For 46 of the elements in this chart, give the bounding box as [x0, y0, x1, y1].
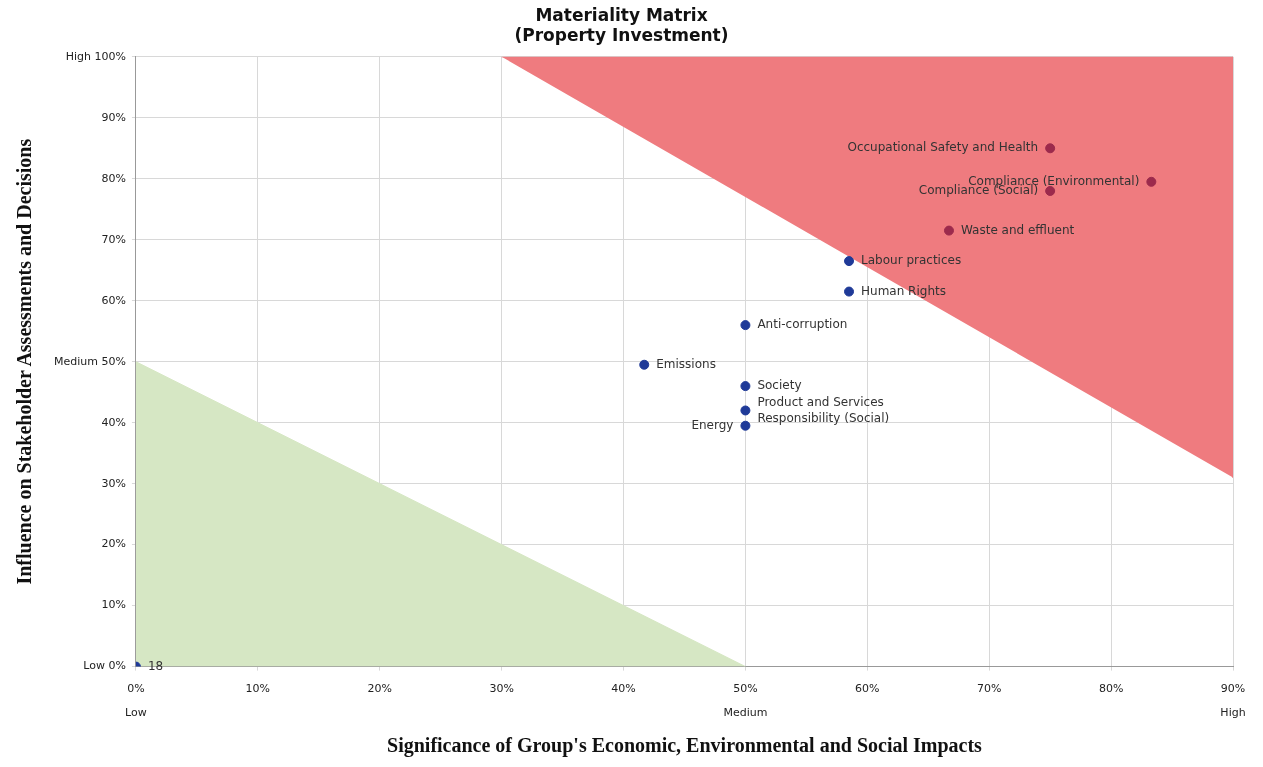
x-tick-label: 20% — [367, 681, 392, 695]
annotation: Energy — [691, 417, 734, 432]
x-tick-label: 30% — [489, 681, 514, 695]
point — [740, 420, 751, 431]
x-tick-label: 10% — [245, 681, 271, 695]
y-tick-label: Medium 50% — [53, 354, 126, 368]
x-tick-label: 50% Medium — [723, 681, 768, 719]
y-tick-label: 80% — [101, 171, 126, 185]
annotation: Anti-corruption — [757, 317, 848, 332]
y-tick-label: 90% — [101, 110, 126, 124]
x-tick-label: 0% Low — [125, 681, 147, 719]
y-tick-label: High 100% — [65, 49, 126, 63]
annotation: Occupational Safety and Health — [847, 140, 1039, 155]
y-tick-label: 40% — [101, 415, 126, 429]
point — [844, 256, 855, 267]
annotation: 18 — [147, 658, 164, 673]
annotation: Product and Services Responsibility (Social) — [757, 394, 890, 425]
point — [943, 225, 954, 236]
x-tick-label: 90% High — [1220, 681, 1246, 719]
point — [1045, 143, 1056, 154]
x-axis-title: Significance of Group's Economic, Environmental and Social Impacts — [387, 734, 983, 758]
chart-title: Materiality Matrix — [535, 4, 708, 25]
y-tick-label: 70% — [101, 232, 126, 246]
point — [639, 359, 650, 370]
point — [844, 286, 855, 297]
x-tick-label: 70% — [976, 681, 1002, 695]
point — [1045, 185, 1056, 196]
x-tick-label: 40% — [611, 681, 636, 695]
point — [740, 405, 751, 416]
annotation: Labour practices — [861, 253, 962, 268]
point — [1146, 176, 1157, 187]
y-tick-label: 30% — [101, 476, 126, 490]
annotation: Human Rights — [861, 283, 946, 298]
point — [740, 381, 751, 392]
y-tick-label: 10% — [101, 598, 126, 612]
y-tick-label: 20% — [101, 537, 126, 551]
y-axis-title: Influence on Stakeholder Assessments and Decisions — [13, 138, 36, 585]
annotation: Society — [757, 378, 802, 393]
annotation: Emissions — [656, 356, 716, 371]
y-tick-label: 60% — [101, 293, 126, 307]
y-tick-label: Low 0% — [83, 659, 126, 673]
annotation: Waste and effluent — [960, 222, 1075, 237]
point — [740, 320, 751, 331]
x-tick-label: 60% — [855, 681, 880, 695]
chart-subtitle: (Property Investment) — [514, 25, 729, 46]
x-tick-label: 80% — [1098, 681, 1124, 695]
